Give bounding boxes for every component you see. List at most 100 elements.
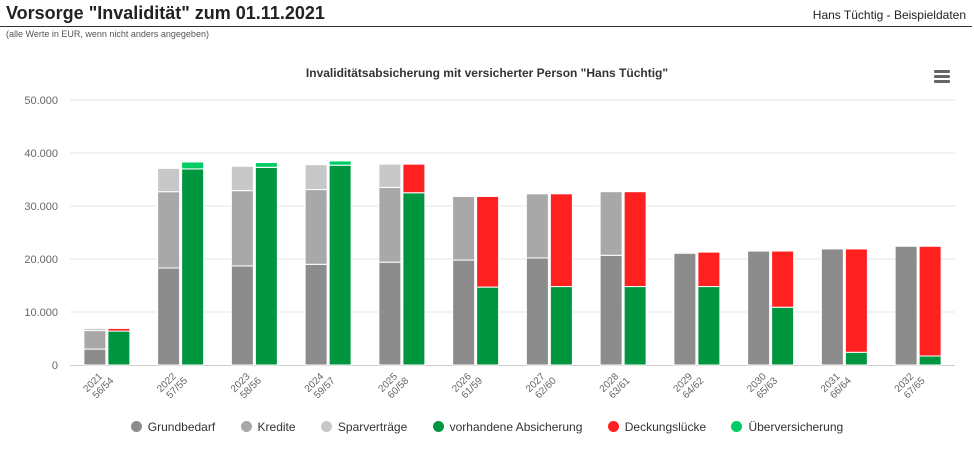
- legend-marker: [607, 421, 619, 432]
- chart-title: Invaliditätsabsicherung mit versicherter…: [305, 66, 669, 80]
- bar-segment: [525, 257, 549, 366]
- bar-segment: [230, 190, 254, 267]
- bar-segment: [230, 265, 254, 366]
- bar-segment: [402, 163, 426, 194]
- x-tick-text: 202358/56: [229, 368, 264, 403]
- x-tick-label: 202560/58: [376, 368, 411, 403]
- bar-segment: [844, 248, 868, 353]
- legend-item-ueberversicherung[interactable]: Überversicherung: [731, 420, 843, 434]
- bar-segment: [181, 168, 205, 366]
- bar-segment: [476, 195, 500, 288]
- x-tick-label: 202964/62: [671, 368, 706, 403]
- bar-segment: [844, 351, 868, 366]
- bar-segment: [83, 330, 107, 350]
- x-tick-label: 202257/55: [155, 368, 190, 403]
- x-tick-label: 203267/65: [893, 368, 928, 403]
- bar-segment: [304, 189, 328, 265]
- bar-segment: [328, 160, 352, 166]
- legend-item-sparvertraege[interactable]: Sparverträge: [320, 420, 408, 434]
- x-tick-text: 202459/57: [303, 368, 338, 403]
- bar-segment: [623, 191, 647, 288]
- bar-segment: [697, 251, 721, 288]
- bar-segment: [378, 186, 402, 263]
- x-tick-text: 202762/60: [524, 368, 559, 403]
- legend-label: Grundbedarf: [147, 420, 216, 434]
- legend-label: vorhandene Absicherung: [449, 420, 583, 434]
- chart-legend: Grundbedarf Kredite Sparverträge vorhand…: [0, 420, 974, 434]
- bar-segment: [697, 286, 721, 366]
- legend-marker: [240, 421, 252, 432]
- x-tick-label: 202459/57: [303, 368, 338, 403]
- bar-segment: [304, 263, 328, 366]
- bar-segment: [254, 162, 278, 168]
- legend-item-vorhandene-absicherung[interactable]: vorhandene Absicherung: [432, 420, 583, 434]
- x-tick-label: 202358/56: [229, 368, 264, 403]
- x-tick-text: 202964/62: [671, 368, 706, 403]
- bar-segment: [599, 254, 623, 366]
- legend-marker: [731, 421, 743, 432]
- legend-label: Kredite: [257, 420, 296, 434]
- bar-segment: [157, 267, 181, 366]
- bar-segment: [747, 250, 771, 366]
- bar-segment: [771, 250, 795, 308]
- bar-segment: [673, 251, 697, 254]
- x-tick-label: 202661/59: [450, 368, 485, 403]
- legend-marker: [130, 421, 142, 432]
- y-tick-label: 50.000: [24, 95, 58, 107]
- x-tick-text: 203267/65: [893, 368, 928, 403]
- bar-segment: [83, 348, 107, 366]
- y-tick-label: 10.000: [24, 307, 58, 319]
- bar-segment: [107, 330, 131, 366]
- person-label: Hans Tüchtig - Beispieldaten: [812, 8, 966, 22]
- page-header: Vorsorge "Invalidität" zum 01.11.2021 Ha…: [0, 0, 972, 27]
- bar-segment: [328, 164, 352, 366]
- y-tick-label: 20.000: [24, 254, 58, 266]
- legend-item-kredite[interactable]: Kredite: [240, 420, 296, 434]
- bar-segment: [107, 327, 131, 332]
- x-tick-text: 202863/61: [598, 368, 633, 403]
- x-tick-label: 202156/54: [81, 368, 116, 403]
- legend-marker: [432, 421, 444, 432]
- bar-segment: [918, 355, 942, 366]
- bar-segment: [918, 245, 942, 357]
- legend-marker: [320, 421, 332, 432]
- x-tick-text: 202156/54: [81, 368, 116, 403]
- x-tick-text: 202560/58: [376, 368, 411, 403]
- bar-segment: [771, 306, 795, 366]
- x-tick-label: 202762/60: [524, 368, 559, 403]
- bar-segment: [525, 193, 549, 259]
- y-tick-label: 30.000: [24, 201, 58, 213]
- bar-segment: [452, 259, 476, 366]
- bar-segment: [599, 191, 623, 256]
- bar-segment: [181, 161, 205, 170]
- legend-item-deckungsluecke[interactable]: Deckungslücke: [607, 420, 707, 434]
- bar-segment: [549, 286, 573, 366]
- hamburger-menu-icon[interactable]: [932, 70, 952, 86]
- bar-segment: [378, 163, 402, 188]
- bar-segment: [157, 191, 181, 269]
- bar-segment: [304, 164, 328, 191]
- x-tick-text: 203166/64: [819, 368, 854, 403]
- y-tick-label: 40.000: [24, 148, 58, 160]
- legend-label: Deckungslücke: [624, 420, 707, 434]
- bar-segment: [230, 165, 254, 192]
- x-tick-label: 203166/64: [819, 368, 854, 403]
- x-tick-label: 203065/63: [745, 371, 780, 401]
- bar-segment: [820, 248, 844, 366]
- x-tick-text: 202661/59: [450, 368, 485, 403]
- bar-segment: [476, 286, 500, 366]
- bar-segment: [623, 286, 647, 366]
- bar-segment: [83, 327, 107, 332]
- legend-label: Sparverträge: [337, 420, 408, 434]
- bar-segment: [157, 167, 181, 193]
- bar-segment: [254, 166, 278, 366]
- legend-item-grundbedarf[interactable]: Grundbedarf: [130, 420, 216, 434]
- x-tick-label: 202863/61: [598, 368, 633, 403]
- bar-segment: [549, 193, 573, 288]
- page-title: Vorsorge "Invalidität" zum 01.11.2021: [6, 3, 325, 23]
- x-tick-text: 202257/55: [155, 368, 190, 403]
- bar-segment: [673, 252, 697, 366]
- y-tick-label: 0: [52, 360, 58, 372]
- legend-label: Überversicherung: [748, 420, 844, 434]
- bar-segment: [894, 245, 918, 366]
